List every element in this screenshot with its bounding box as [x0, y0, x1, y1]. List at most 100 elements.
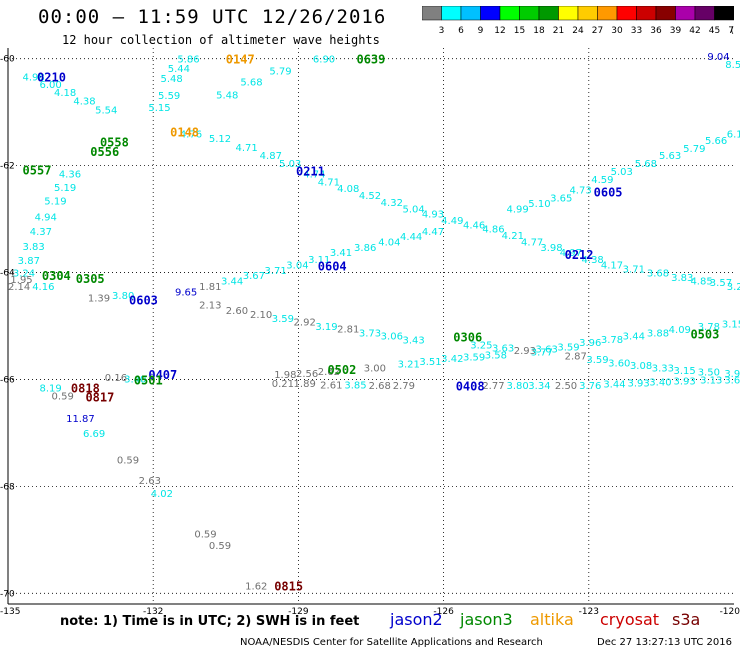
swh-value: 3.77 [531, 348, 553, 359]
swh-value: 2.87 [565, 351, 587, 362]
longitude-tick-label: -129 [288, 607, 309, 617]
pass-time-label: 0212 [565, 248, 594, 262]
swh-value: 3.6 [724, 375, 740, 386]
pass-time-label: 0305 [76, 272, 105, 286]
swh-value: 3.63 [492, 343, 514, 354]
colorbar-unit: (ft) [730, 26, 734, 36]
swh-value: 3.19 [315, 322, 337, 333]
pass-time-label: 0817 [85, 391, 114, 405]
colorbar-tick-label: 21 [553, 26, 564, 36]
swh-value: 4.98 [23, 72, 45, 83]
swh-value: 3.59 [557, 342, 579, 353]
pass-time-label: 0306 [453, 331, 482, 345]
swh-value: 2.56 [296, 369, 318, 380]
swh-value: 0.59 [117, 456, 139, 467]
colorbar-tick-label: 39 [670, 26, 682, 36]
swh-value: 5.03 [279, 159, 301, 170]
swh-value: 4.21 [502, 231, 524, 242]
swh-value: 5.48 [160, 74, 182, 85]
swh-value: 3.9 [724, 369, 740, 380]
colorbar-tick-label: 33 [631, 26, 642, 36]
swh-value: 3.41 [330, 248, 352, 259]
legend-item-s3a: s3a [672, 610, 700, 629]
swh-value: 4.04 [378, 238, 400, 249]
swh-value: 3.50 [698, 367, 720, 378]
swh-value: 4.49 [441, 216, 463, 227]
swh-value: 4.99 [507, 204, 529, 215]
latitude-tick-label: -68 [0, 482, 15, 492]
swh-value: 3.00 [364, 364, 386, 375]
swh-value: 4.36 [59, 170, 81, 181]
pass-time-label: 0501 [134, 373, 163, 387]
footnote: note: 1) Time is in UTC; 2) SWH is in fe… [60, 614, 359, 629]
swh-value: 1.62 [245, 581, 267, 592]
swh-value: 3.40 [649, 378, 671, 389]
swh-value: 3.71 [265, 266, 287, 277]
footer-credit: NOAA/NESDIS Center for Satellite Applica… [240, 637, 732, 648]
swh-value: 6.1 [727, 130, 740, 141]
longitude-tick-label: -123 [579, 607, 599, 617]
swh-value: 4.76 [180, 130, 202, 141]
swh-value: 4.87 [260, 151, 282, 162]
colorbar-tick-label: 27 [592, 26, 603, 36]
swh-value: 1.81 [199, 282, 221, 293]
swh-value: 5.86 [177, 55, 199, 66]
pass-time-label: 0502 [327, 363, 356, 377]
swh-value: 3.71 [623, 264, 645, 275]
swh-value: 3.24 [13, 269, 35, 280]
latitude-tick-label: -64 [0, 269, 15, 279]
latitude-tick-label: -60 [0, 55, 15, 65]
swh-value: 0.59 [194, 529, 216, 540]
axis-tick-labels: -135 -132 -129 -126 -123 -120 -60 -62 -64 -66 -68 -… [0, 55, 740, 617]
swh-value: 3.08 [630, 361, 652, 372]
swh-value: 3.78 [601, 335, 623, 346]
colorbar-tick-label: 30 [611, 26, 623, 36]
colorbar-tick-label: 70 [728, 26, 734, 36]
longitude-tick-label: -126 [433, 607, 454, 617]
swh-value: 5.48 [216, 91, 238, 102]
swh-value: 5.59 [158, 91, 180, 102]
swh-value: 5.79 [683, 144, 705, 155]
swh-value: 1.98 [274, 370, 296, 381]
pass-time-label: 0815 [274, 579, 303, 593]
legend-item-cryosat: cryosat [600, 610, 659, 629]
swh-value: 5.54 [95, 105, 117, 116]
swh-value: 2.79 [393, 381, 415, 392]
swh-value: 5.19 [54, 183, 76, 194]
pass-time-label: 0603 [129, 293, 158, 307]
swh-value: 3.51 [419, 357, 441, 368]
longitude-tick-label: -132 [143, 607, 163, 617]
latitude-tick-label: -70 [0, 589, 15, 599]
pass-time-label: 0407 [148, 368, 177, 382]
swh-value: 3.58 [485, 350, 507, 361]
swh-value: 3.11 [308, 255, 330, 266]
pass-time-label: 0604 [318, 260, 347, 274]
swh-value: 3.59 [586, 355, 608, 366]
pass-time-label: 0147 [226, 53, 255, 67]
swh-value: 3.83 [23, 242, 45, 253]
swh-value: 6.00 [39, 80, 61, 91]
swh-value: 4.09 [669, 325, 691, 336]
swh-value: 4.85 [690, 277, 712, 288]
latitude-tick-label: -62 [0, 162, 15, 172]
swh-value: 3.73 [359, 328, 381, 339]
colorbar-tick-label: 6 [458, 26, 464, 36]
swh-value: 3.67 [243, 271, 265, 282]
swh-value: 4.32 [381, 198, 403, 209]
longitude-tick-label: -135 [0, 607, 20, 617]
pass-time-label: 0556 [90, 145, 119, 159]
swh-value: 3.33 [652, 364, 674, 375]
pass-time-label: 0557 [23, 163, 52, 177]
colorbar-tick-label: 15 [514, 26, 525, 36]
colorbar-tick-label: 42 [689, 26, 700, 36]
swh-value: 3.59 [272, 314, 294, 325]
swh-value: 6.69 [83, 429, 105, 440]
swh-value: 3.15 [674, 366, 696, 377]
swh-value: 1.95 [10, 275, 32, 286]
swh-value: 11.87 [66, 414, 95, 425]
swh-value: 1.39 [88, 294, 110, 305]
swh-value: 4.97 [560, 248, 582, 259]
swh-value: 9.04 [707, 52, 729, 63]
swh-value: 5.19 [44, 196, 66, 207]
swh-value: 4.16 [32, 282, 54, 293]
